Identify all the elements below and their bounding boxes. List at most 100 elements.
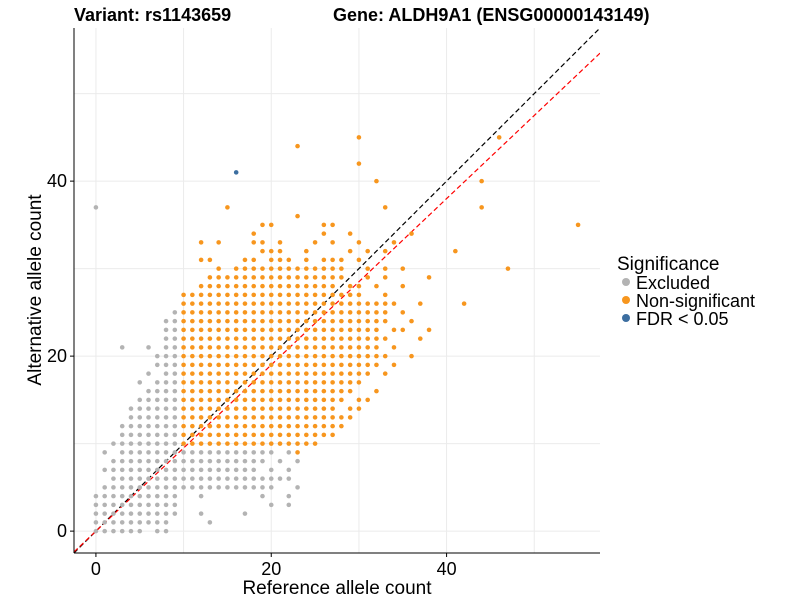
data-point xyxy=(137,520,143,525)
data-point xyxy=(216,397,221,403)
data-point xyxy=(242,458,248,464)
data-point xyxy=(119,458,125,464)
data-point xyxy=(277,415,283,420)
data-point xyxy=(207,301,213,306)
data-points xyxy=(93,135,581,534)
data-point xyxy=(119,450,125,455)
data-point xyxy=(260,310,265,315)
data-point xyxy=(181,292,186,298)
data-point xyxy=(198,450,204,455)
data-point xyxy=(312,423,318,429)
data-point xyxy=(356,327,362,333)
data-point xyxy=(260,275,265,280)
data-point xyxy=(374,301,379,306)
data-point xyxy=(251,380,257,385)
y-tick-label: 0 xyxy=(57,521,67,541)
data-point xyxy=(216,406,221,411)
data-point xyxy=(146,415,151,420)
data-point xyxy=(216,467,221,473)
data-point xyxy=(146,345,151,350)
data-point xyxy=(233,467,239,473)
data-point xyxy=(198,441,204,446)
data-point xyxy=(233,301,239,306)
data-point xyxy=(216,423,221,429)
data-point xyxy=(505,266,511,271)
data-point xyxy=(286,502,292,508)
data-point xyxy=(277,240,283,245)
data-point xyxy=(137,493,143,499)
data-point xyxy=(339,336,344,341)
data-point xyxy=(207,397,213,403)
data-point xyxy=(295,423,300,429)
data-point xyxy=(374,178,379,184)
data-point xyxy=(181,353,186,359)
legend-item: Non-significant xyxy=(622,291,755,311)
data-point xyxy=(295,336,300,341)
data-point xyxy=(233,423,239,429)
data-point xyxy=(128,520,134,525)
data-point xyxy=(154,362,160,368)
data-point xyxy=(198,485,204,490)
data-point xyxy=(225,485,230,490)
data-point xyxy=(190,292,195,298)
data-point xyxy=(216,371,221,376)
data-point xyxy=(260,423,265,429)
data-point xyxy=(365,275,370,280)
data-point xyxy=(496,135,502,140)
data-point xyxy=(154,511,160,516)
data-point xyxy=(365,345,370,350)
data-point xyxy=(277,476,283,481)
data-point xyxy=(347,327,353,333)
data-point xyxy=(181,432,186,438)
data-point xyxy=(277,310,283,315)
data-point xyxy=(216,318,221,324)
data-point xyxy=(356,406,362,411)
data-point xyxy=(286,380,292,385)
data-point xyxy=(137,485,143,490)
data-point xyxy=(154,502,160,508)
data-point xyxy=(268,310,274,315)
data-point xyxy=(154,520,160,525)
data-point xyxy=(242,476,248,481)
data-point xyxy=(347,231,353,236)
data-point xyxy=(225,362,230,368)
data-point xyxy=(233,432,239,438)
data-point xyxy=(198,257,204,263)
data-point xyxy=(304,397,309,403)
data-point xyxy=(128,406,134,411)
data-point xyxy=(190,336,195,341)
data-point xyxy=(356,345,362,350)
data-point xyxy=(146,397,151,403)
data-point xyxy=(181,371,186,376)
data-point xyxy=(102,511,107,516)
data-point xyxy=(198,467,204,473)
data-point xyxy=(154,485,160,490)
data-point xyxy=(242,371,248,376)
data-point xyxy=(119,345,125,350)
data-point xyxy=(242,485,248,490)
data-point xyxy=(242,292,248,298)
data-point xyxy=(207,318,213,324)
data-point xyxy=(233,327,239,333)
data-point xyxy=(137,450,143,455)
data-point xyxy=(321,292,327,298)
data-point xyxy=(251,476,257,481)
data-point xyxy=(330,415,335,420)
data-point xyxy=(286,292,292,298)
data-point xyxy=(347,336,353,341)
series-1 xyxy=(181,135,581,455)
data-point xyxy=(216,283,221,289)
data-point xyxy=(233,275,239,280)
data-point xyxy=(190,458,195,464)
data-point xyxy=(382,275,388,280)
axes xyxy=(73,28,600,554)
data-point xyxy=(251,432,257,438)
data-point xyxy=(321,362,327,368)
legend-item: Excluded xyxy=(622,273,710,293)
data-point xyxy=(304,432,309,438)
data-point xyxy=(295,415,300,420)
data-point xyxy=(268,467,274,473)
data-point xyxy=(382,301,388,306)
data-point xyxy=(216,485,221,490)
data-point xyxy=(295,213,300,219)
